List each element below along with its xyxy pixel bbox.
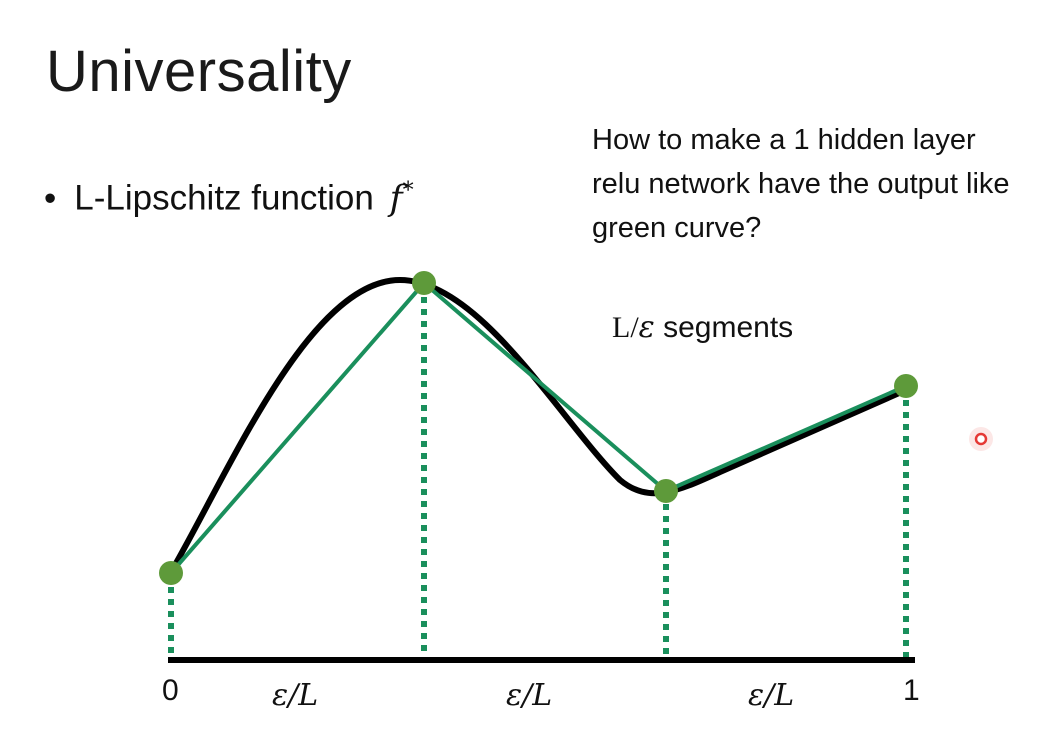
lipschitz-curve — [168, 277, 909, 575]
knot-point-3 — [894, 374, 918, 398]
bullet-text: L-Lipschitz function — [74, 178, 374, 218]
bullet-item: • L-Lipschitz function f* — [44, 178, 414, 219]
knot-point-1 — [412, 271, 436, 295]
segments-label: L/ε segments — [612, 310, 793, 345]
knot-point-0 — [159, 561, 183, 585]
segments-suffix: segments — [654, 311, 794, 344]
interval-label-2: ε/L — [506, 678, 552, 713]
interval-label-1: ε/L — [272, 678, 318, 713]
function-letter: f — [389, 178, 403, 219]
knot-point-2 — [654, 479, 678, 503]
segments-prefix: L/ — [612, 311, 639, 344]
laser-pointer-icon — [974, 432, 988, 446]
segments-epsilon: ε — [638, 310, 655, 345]
slide-title: Universality — [46, 39, 352, 104]
function-superscript: * — [402, 178, 414, 203]
bullet-dot: • — [44, 178, 57, 218]
axis-end-label: 1 — [903, 674, 920, 707]
function-symbol: f* — [389, 178, 414, 219]
green-piecewise-line — [169, 281, 907, 575]
axis-start-label: 0 — [162, 674, 179, 707]
question-text: How to make a 1 hidden layer relu networ… — [592, 124, 1010, 244]
interval-label-3: ε/L — [748, 678, 794, 713]
